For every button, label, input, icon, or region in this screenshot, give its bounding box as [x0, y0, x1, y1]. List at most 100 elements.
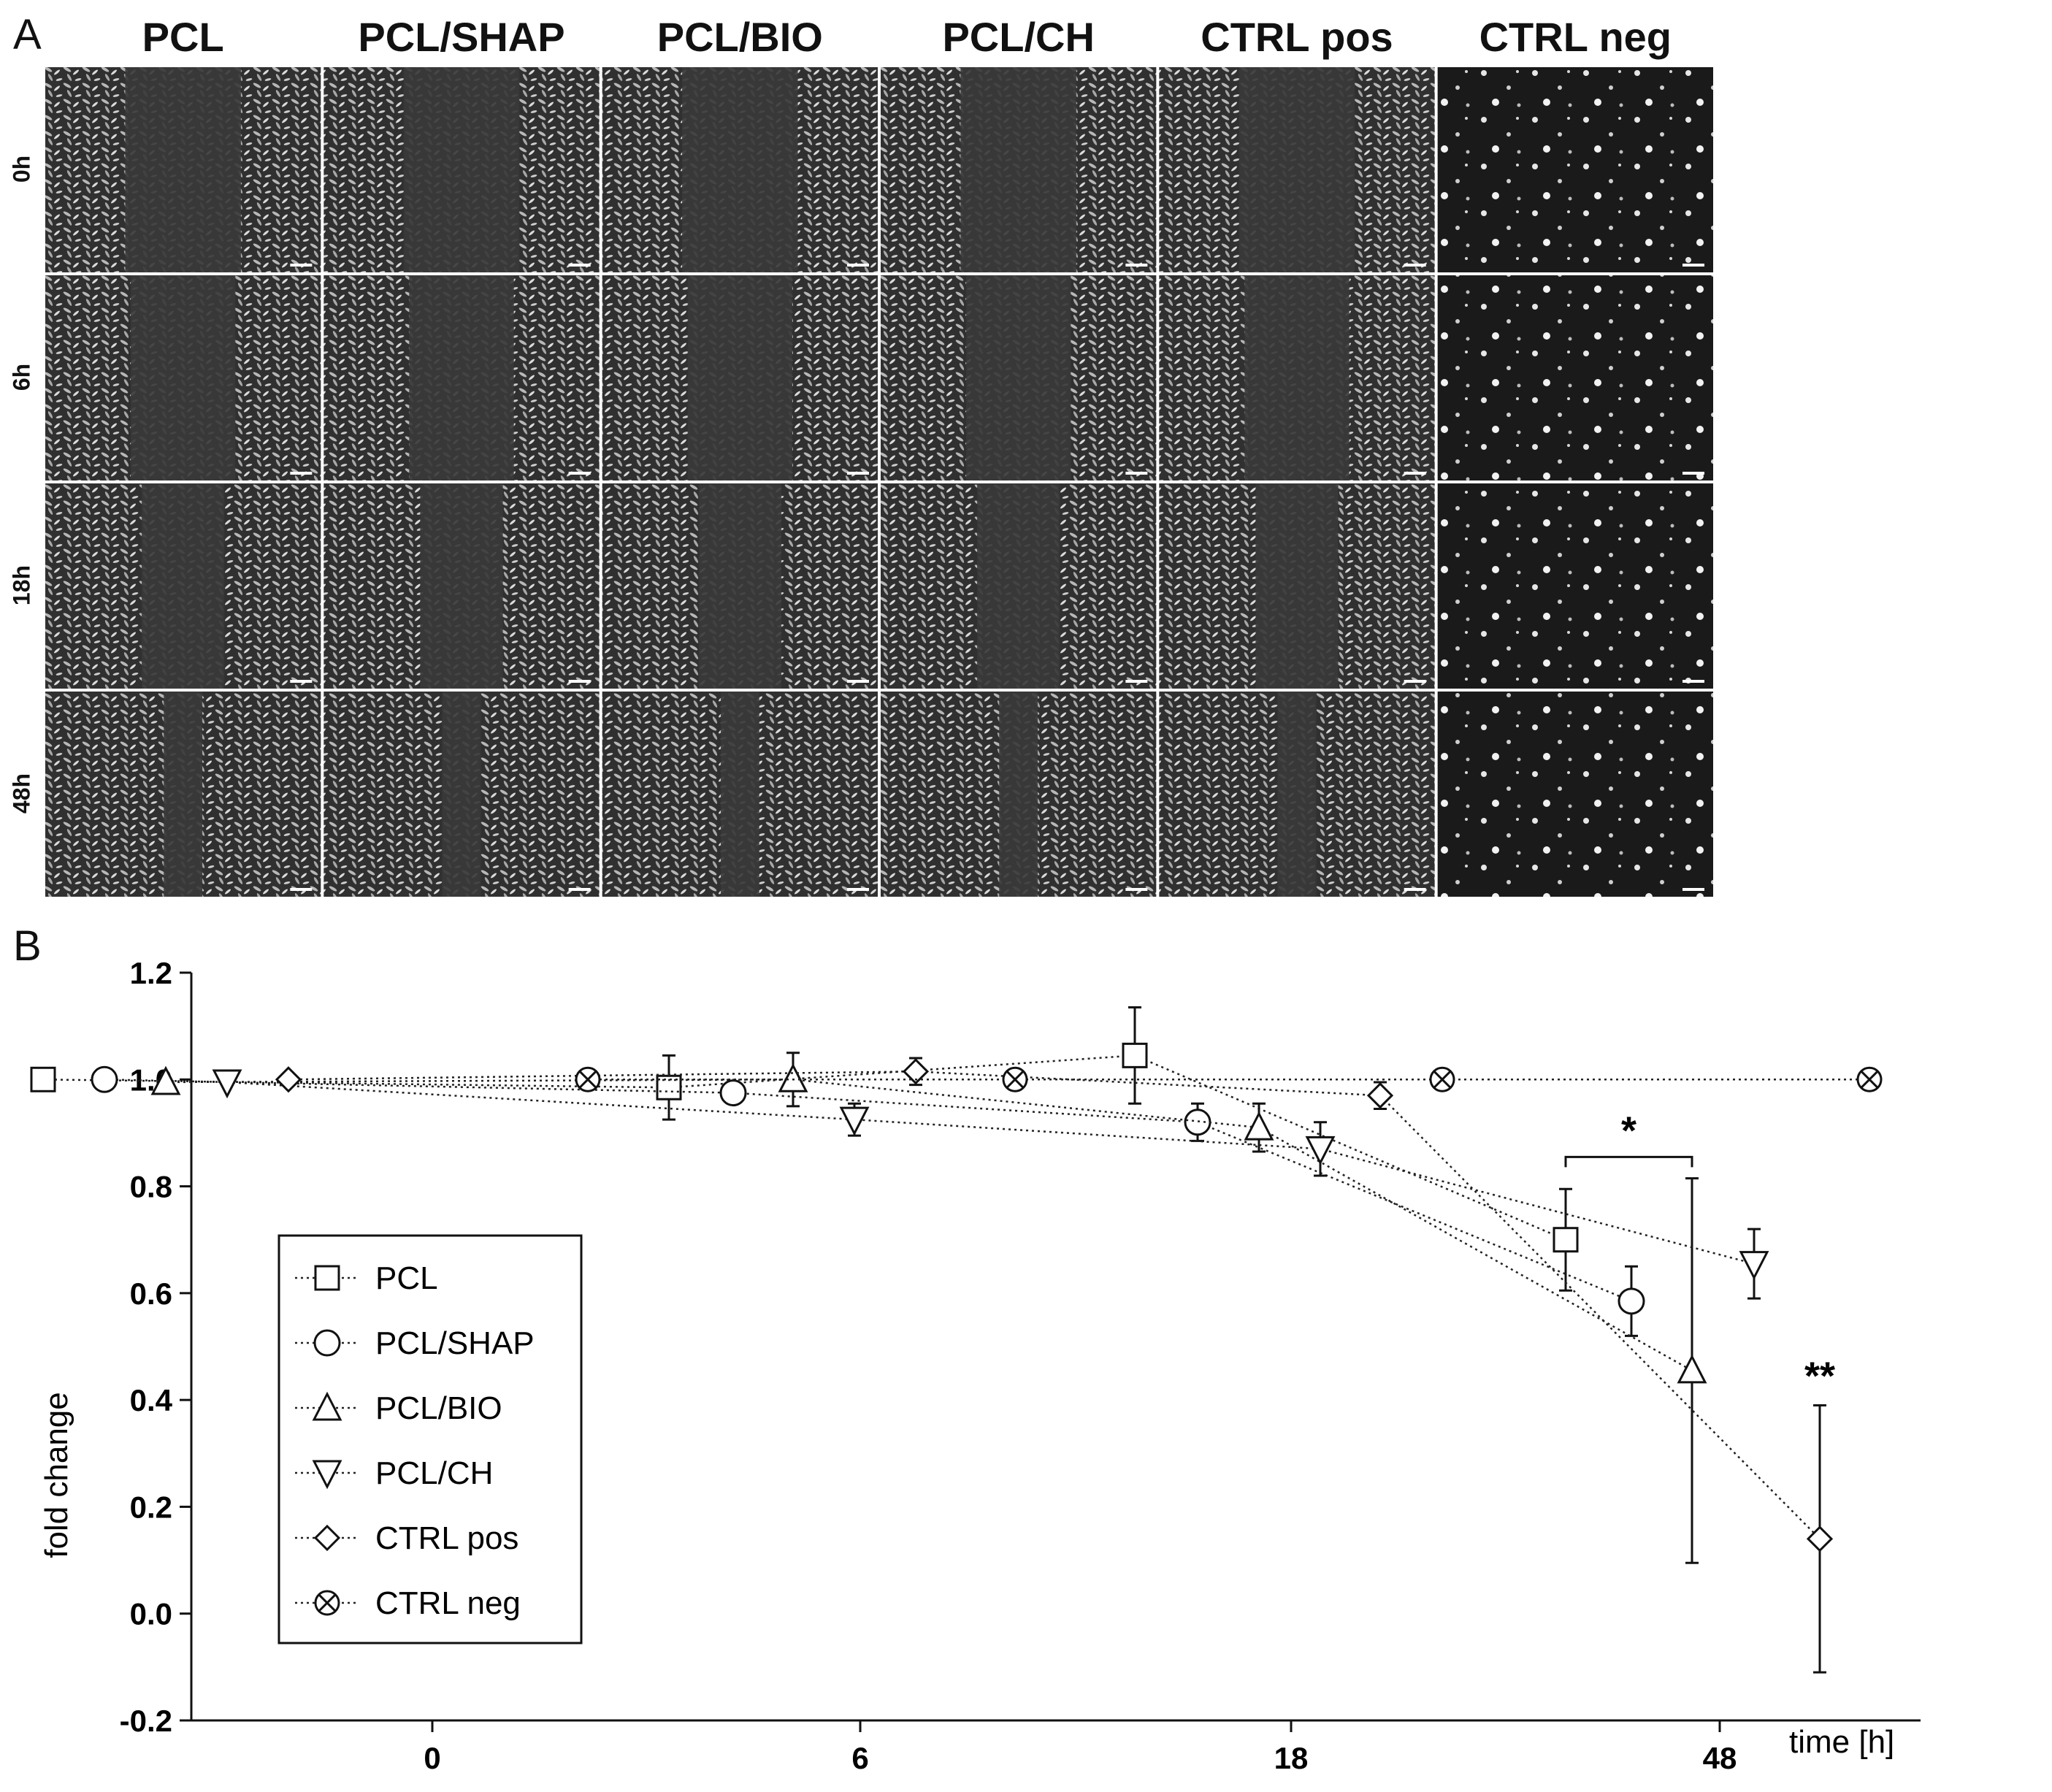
column-header: CTRL neg — [1479, 14, 1672, 60]
data-point — [314, 1590, 340, 1616]
fold-change-chart: -0.20.00.20.40.60.81.01.20 6 18 48 *** PCLP… — [30, 956, 1921, 1775]
panel-a-letter: A — [13, 11, 42, 58]
micrograph-tile — [1159, 692, 1435, 897]
y-tick-label: 0.8 — [130, 1170, 172, 1204]
chart-legend: PCL PCL/SHAP PCL/BIO PCL/CH CTRL pos CTRL neg — [277, 1234, 583, 1644]
microscopy-grid — [45, 67, 1713, 897]
data-point — [1429, 1066, 1455, 1092]
significance-marker: ** — [1804, 1354, 1835, 1398]
data-point — [312, 1460, 342, 1490]
column-header: PCL/SHAP — [358, 14, 565, 60]
series-line — [42, 1054, 1566, 1241]
row-header: 0h — [8, 155, 35, 183]
micrograph-tile — [881, 483, 1157, 689]
column-header: CTRL pos — [1201, 14, 1393, 60]
column-header: PCL/CH — [942, 14, 1095, 60]
data-point — [1806, 1525, 1834, 1552]
micrograph-tile — [602, 483, 878, 689]
micrograph-tile — [881, 275, 1157, 480]
micrograph-tile — [602, 275, 878, 480]
legend-label: PCL/SHAP — [375, 1325, 535, 1361]
series — [275, 1057, 1834, 1674]
y-axis-label: fold change — [39, 1392, 74, 1558]
legend-label: CTRL pos — [375, 1520, 518, 1556]
micrograph-tile — [45, 483, 321, 689]
data-point — [1856, 1066, 1883, 1092]
data-point — [91, 1065, 118, 1093]
legend-label: PCL/BIO — [375, 1390, 502, 1426]
legend-label: PCL/CH — [375, 1455, 493, 1491]
series — [212, 1069, 1769, 1300]
significance-bracket — [1564, 1155, 1693, 1168]
legend-entry: CTRL neg — [295, 1585, 521, 1621]
data-point — [30, 1066, 56, 1092]
data-point — [719, 1079, 747, 1107]
x-axis-label: time [h] — [1789, 1724, 1894, 1760]
chart-axes: -0.20.00.20.40.60.81.01.20 6 18 48 — [120, 956, 1921, 1775]
data-point — [1184, 1108, 1211, 1136]
legend-entry: PCL/BIO — [295, 1390, 502, 1426]
micrograph-tile — [324, 67, 600, 272]
micrograph-tile — [1159, 483, 1435, 689]
row-header: 18h — [8, 564, 35, 605]
data-point — [902, 1058, 930, 1085]
legend-box — [277, 1234, 583, 1644]
data-point — [313, 1524, 341, 1552]
data-point — [575, 1066, 601, 1092]
y-tick-label: 0.2 — [130, 1490, 172, 1524]
x-tick-label: 18 — [1274, 1741, 1309, 1775]
chart-series — [30, 1006, 1883, 1674]
data-point — [1553, 1227, 1579, 1253]
data-point — [1677, 1354, 1707, 1384]
micrograph-tile — [324, 483, 600, 689]
series — [150, 1052, 1707, 1564]
data-point — [1002, 1066, 1028, 1092]
panel-b-letter: B — [13, 922, 42, 970]
data-point — [314, 1265, 340, 1291]
micrograph-tile — [602, 67, 878, 272]
y-tick-label: 0.0 — [130, 1597, 172, 1631]
legend-entry: PCL — [295, 1260, 438, 1296]
row-header: 6h — [8, 363, 35, 391]
micrograph-tile — [45, 692, 321, 897]
chart-annotations: *** — [1564, 1108, 1835, 1398]
micrograph-tile — [324, 275, 600, 480]
legend-entry: PCL/SHAP — [295, 1325, 535, 1361]
x-tick-label: 0 — [424, 1741, 440, 1775]
row-header: 48h — [8, 773, 35, 813]
micrograph-tile — [45, 275, 321, 480]
column-header: PCL/BIO — [656, 14, 823, 60]
series-line — [165, 1079, 1693, 1372]
micrograph-tile — [1437, 692, 1713, 897]
data-point — [313, 1329, 341, 1357]
micrograph-tile — [45, 67, 321, 272]
series — [575, 1066, 1883, 1092]
series-line — [288, 1071, 1821, 1540]
legend-label: CTRL neg — [375, 1585, 521, 1621]
data-point — [150, 1065, 181, 1095]
y-tick-label: 0.4 — [130, 1383, 173, 1417]
data-point — [312, 1391, 342, 1421]
micrograph-tile — [1159, 67, 1435, 272]
x-tick-label: 48 — [1703, 1741, 1737, 1775]
x-tick-label: 6 — [851, 1741, 868, 1775]
significance-marker: * — [1621, 1108, 1636, 1152]
data-point — [1122, 1042, 1148, 1068]
legend-entry: PCL/CH — [295, 1455, 493, 1491]
y-tick-label: 1.2 — [130, 956, 172, 990]
data-point — [275, 1066, 302, 1093]
micrograph-tile — [602, 692, 878, 897]
series — [30, 1006, 1579, 1292]
legend-label: PCL — [375, 1260, 438, 1296]
data-point — [1305, 1136, 1336, 1165]
y-tick-label: -0.2 — [120, 1704, 172, 1738]
micrograph-tile — [881, 67, 1157, 272]
column-header: PCL — [142, 14, 224, 60]
series — [91, 1065, 1645, 1337]
legend-entry: CTRL pos — [295, 1520, 518, 1556]
data-point — [778, 1063, 808, 1092]
data-point — [1366, 1082, 1394, 1109]
micrograph-tile — [881, 692, 1157, 897]
data-point — [212, 1069, 242, 1099]
data-point — [1244, 1111, 1274, 1141]
